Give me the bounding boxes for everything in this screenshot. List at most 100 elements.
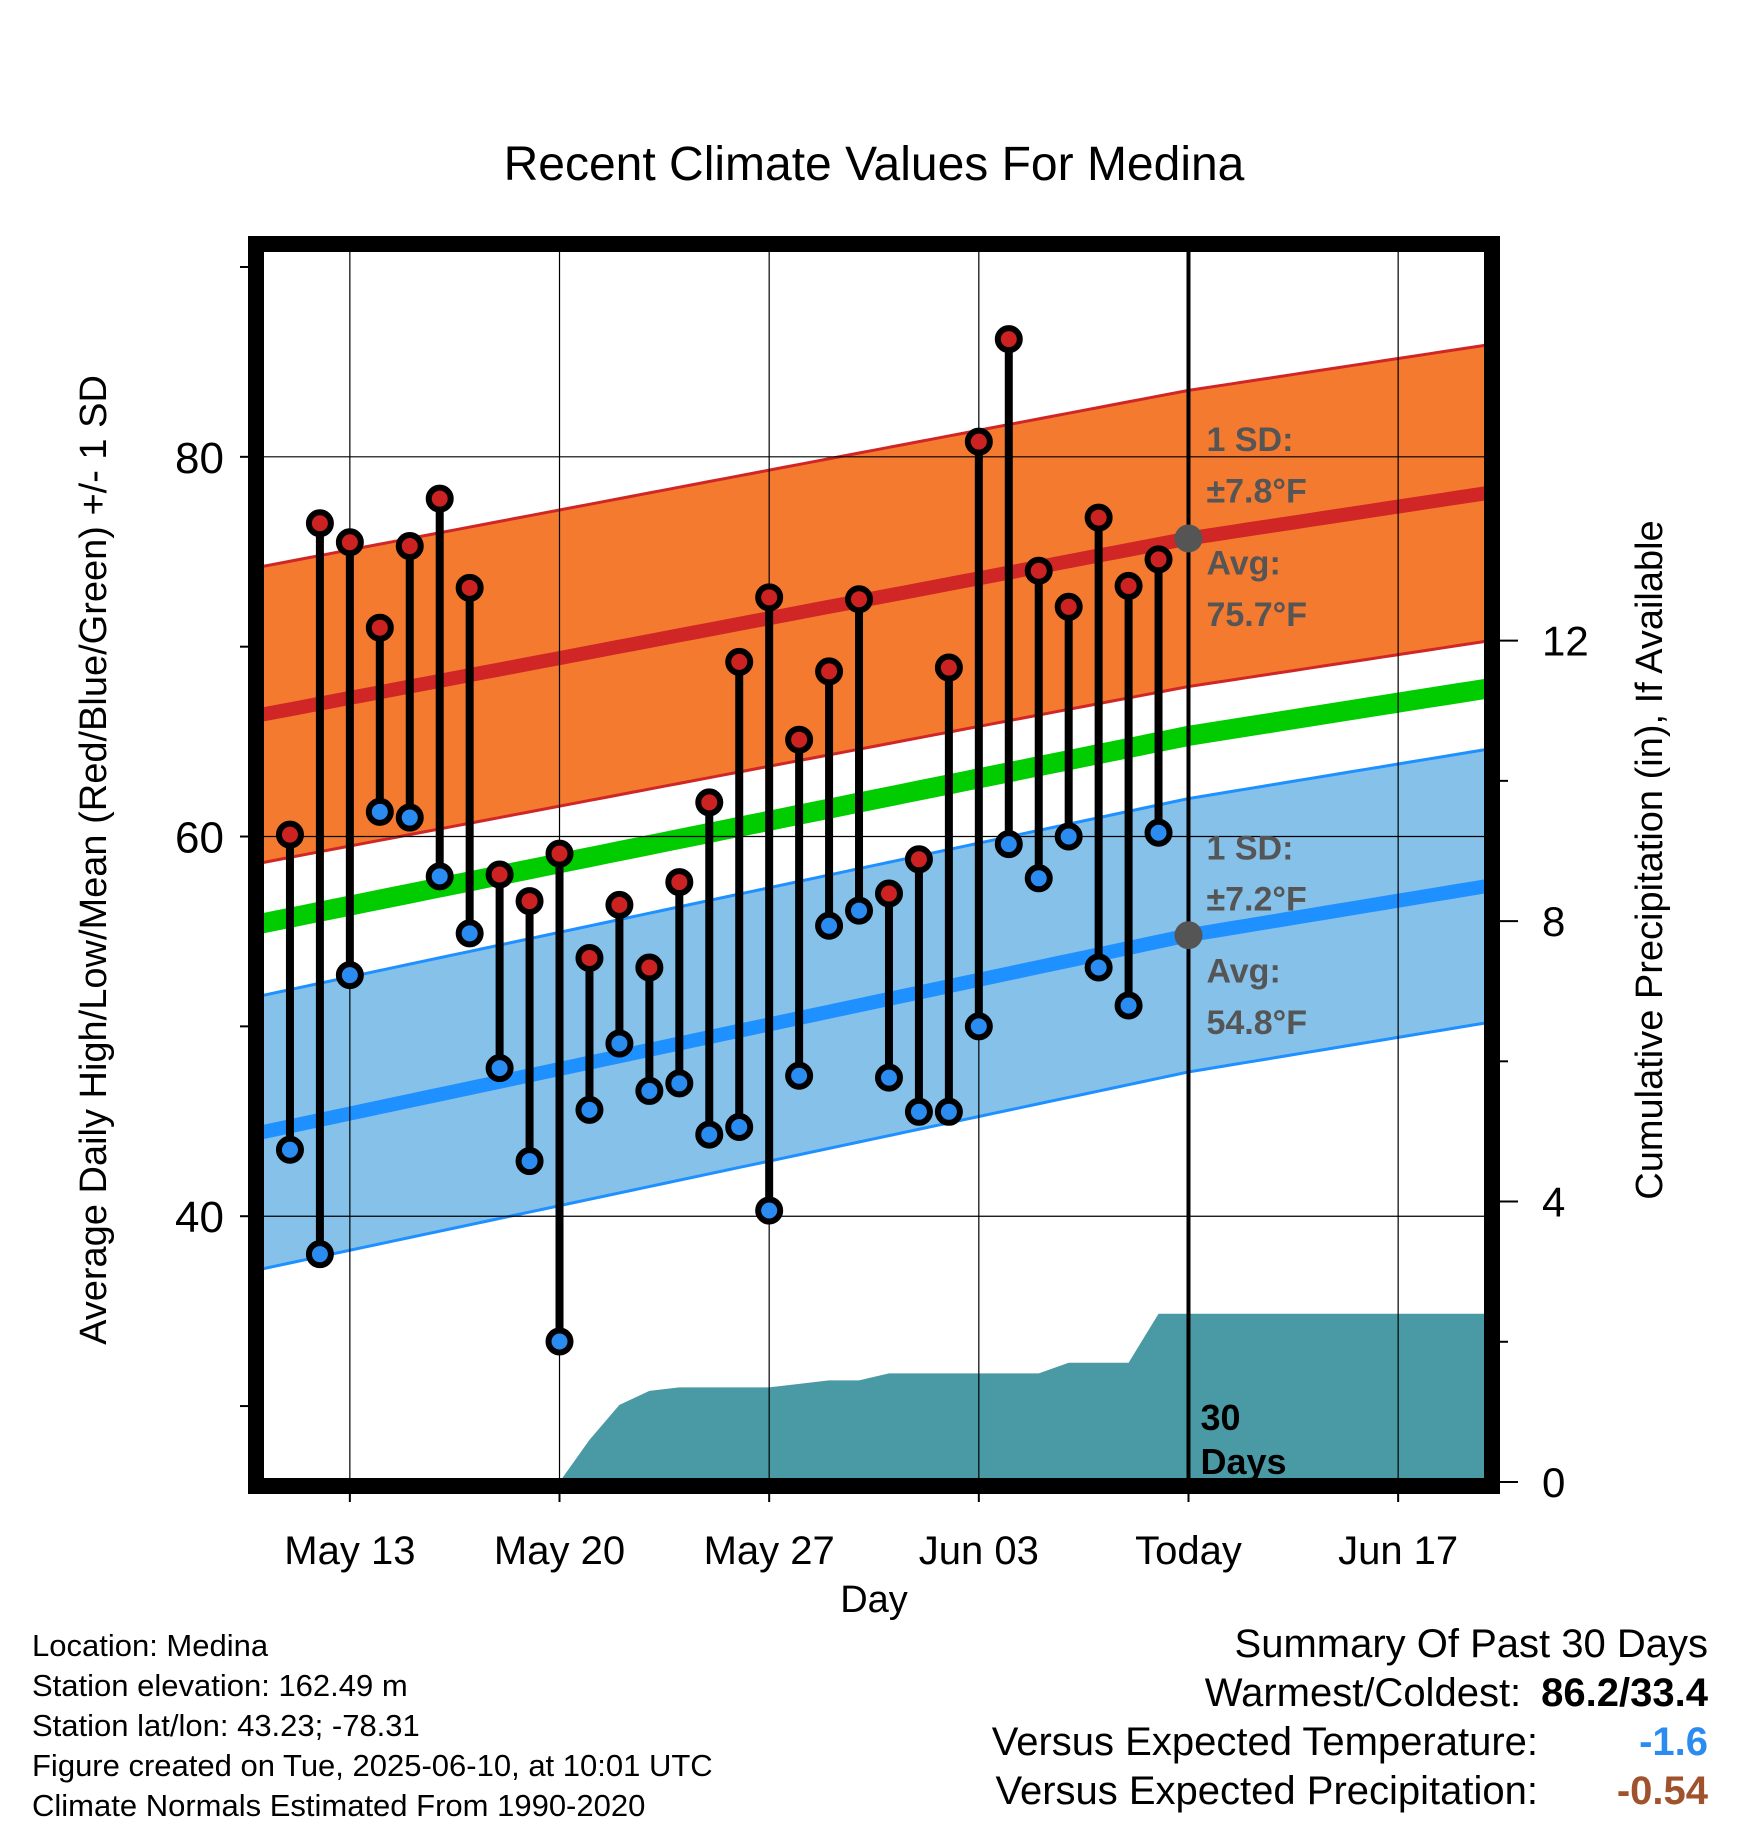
high-temp-point	[395, 532, 424, 561]
low-sd-lower-edge	[260, 1021, 1488, 1271]
station-info: Location: Medina Station elevation: 162.…	[32, 1626, 713, 1826]
climate-chart: Recent Climate Values For Medina 1 SD: ±7…	[73, 138, 1671, 1620]
low-temp-point	[575, 1095, 604, 1124]
x-tick-label: May 13	[284, 1529, 415, 1573]
days-label-count: 30	[1200, 1397, 1240, 1438]
mean-normal-line	[260, 678, 1488, 934]
precipitation-value: -0.54	[1616, 1769, 1708, 1813]
y-right-tick-label: 12	[1542, 618, 1589, 665]
y-axis-left-label: Average Daily High/Low/Mean (Red/Blue/Gr…	[73, 375, 115, 1345]
low-temp-point	[785, 1061, 814, 1090]
high-temp-point	[425, 484, 454, 513]
y-right-tick-label: 0	[1542, 1459, 1565, 1506]
low-temp-point	[485, 1054, 514, 1083]
low-temp-point	[395, 803, 424, 832]
low-temp-point	[515, 1147, 544, 1176]
high-temp-point	[485, 860, 514, 889]
y-right-tick-label: 8	[1542, 898, 1565, 945]
x-tick-label: May 20	[494, 1529, 625, 1573]
low-avg-value: 54.8°F	[1206, 1004, 1307, 1042]
days-label-text: Days	[1200, 1441, 1286, 1482]
high-temp-point	[934, 653, 963, 682]
high-temp-point	[964, 427, 993, 456]
x-axis-label: Day	[840, 1579, 908, 1620]
low-temp-point	[845, 896, 874, 925]
low-temp-point	[815, 911, 844, 940]
low-temp-point	[605, 1029, 634, 1058]
low-temp-point	[665, 1069, 694, 1098]
summary-title: Summary Of Past 30 Days	[1234, 1622, 1708, 1666]
normals-text: Climate Normals Estimated From 1990-2020	[32, 1788, 646, 1823]
warmest-coldest-value: 86.2/33.4	[1541, 1671, 1708, 1715]
low-temp-point	[455, 919, 484, 948]
high-temp-point	[1114, 571, 1143, 600]
temperature-value: -1.6	[1639, 1720, 1708, 1764]
low-temp-point	[874, 1063, 903, 1092]
low-temp-point	[425, 862, 454, 891]
high-temp-point	[785, 725, 814, 754]
high-temp-point	[305, 509, 334, 538]
high-temp-point	[575, 944, 604, 973]
high-temp-point	[515, 887, 544, 916]
x-tick-label: May 27	[704, 1529, 835, 1573]
y-left-tick-label: 80	[175, 434, 224, 483]
high-avg-value: 75.7°F	[1206, 596, 1307, 634]
high-temp-point	[815, 657, 844, 686]
low-temp-point	[1114, 991, 1143, 1020]
low-temp-point	[545, 1327, 574, 1356]
low-temp-point	[275, 1135, 304, 1164]
low-temp-point	[934, 1097, 963, 1126]
low-temp-point	[305, 1240, 334, 1269]
high-temp-point	[545, 839, 574, 868]
low-temp-point	[365, 797, 394, 826]
low-temp-point	[1054, 822, 1083, 851]
high-temp-point	[455, 573, 484, 602]
location-text: Location: Medina	[32, 1628, 269, 1663]
high-temp-point	[695, 788, 724, 817]
low-temp-point	[1144, 818, 1173, 847]
low-sd-value: ±7.2°F	[1206, 881, 1306, 919]
temperature-label: Versus Expected Temperature:	[991, 1720, 1538, 1764]
high-normal-line	[260, 485, 1488, 722]
high-temp-point	[994, 325, 1023, 354]
precipitation-label: Versus Expected Precipitation:	[995, 1769, 1538, 1813]
high-sd-upper-edge	[260, 343, 1488, 569]
high-temp-point	[845, 585, 874, 614]
chart-title: Recent Climate Values For Medina	[504, 138, 1245, 191]
low-temp-point	[964, 1012, 993, 1041]
high-temp-point	[904, 845, 933, 874]
high-temp-point	[1144, 545, 1173, 574]
low-sd-label: 1 SD:	[1206, 829, 1293, 867]
high-temp-point	[874, 879, 903, 908]
high-temp-point	[755, 583, 784, 612]
high-temp-point	[605, 890, 634, 919]
high-temp-point	[665, 868, 694, 897]
low-temp-point	[1024, 864, 1053, 893]
low-temp-point	[725, 1112, 754, 1141]
high-temp-point	[1054, 592, 1083, 621]
high-temp-point	[725, 647, 754, 676]
warmest-coldest-row: Warmest/Coldest: 86.2/33.4	[992, 1669, 1708, 1718]
x-tick-label: Jun 17	[1338, 1529, 1458, 1573]
plot-frame	[248, 236, 1500, 1494]
low-temp-point	[755, 1196, 784, 1225]
high-avg-label: Avg:	[1206, 545, 1280, 583]
today-high-normal-marker	[1174, 524, 1203, 553]
created-text: Figure created on Tue, 2025-06-10, at 10…	[32, 1748, 713, 1783]
y-left-tick-label: 60	[175, 814, 224, 863]
x-tick-label: Jun 03	[919, 1529, 1039, 1573]
low-temp-point	[904, 1097, 933, 1126]
high-temp-point	[365, 613, 394, 642]
precipitation-area	[559, 1313, 1488, 1482]
warmest-coldest-label: Warmest/Coldest:	[1204, 1671, 1522, 1715]
temperature-row: Versus Expected Temperature: -1.6	[992, 1718, 1708, 1767]
high-temp-point	[275, 820, 304, 849]
y-axis-right-label: Cumulative Precipitation (in), If Availa…	[1629, 520, 1671, 1199]
low-temp-point	[1084, 953, 1113, 982]
precipitation-row: Versus Expected Precipitation: -0.54	[992, 1767, 1708, 1816]
low-temp-point	[695, 1120, 724, 1149]
y-left-tick-label: 40	[175, 1193, 224, 1242]
low-temp-point	[335, 961, 364, 990]
high-temp-point	[1084, 503, 1113, 532]
y-right-tick-label: 4	[1542, 1179, 1565, 1226]
